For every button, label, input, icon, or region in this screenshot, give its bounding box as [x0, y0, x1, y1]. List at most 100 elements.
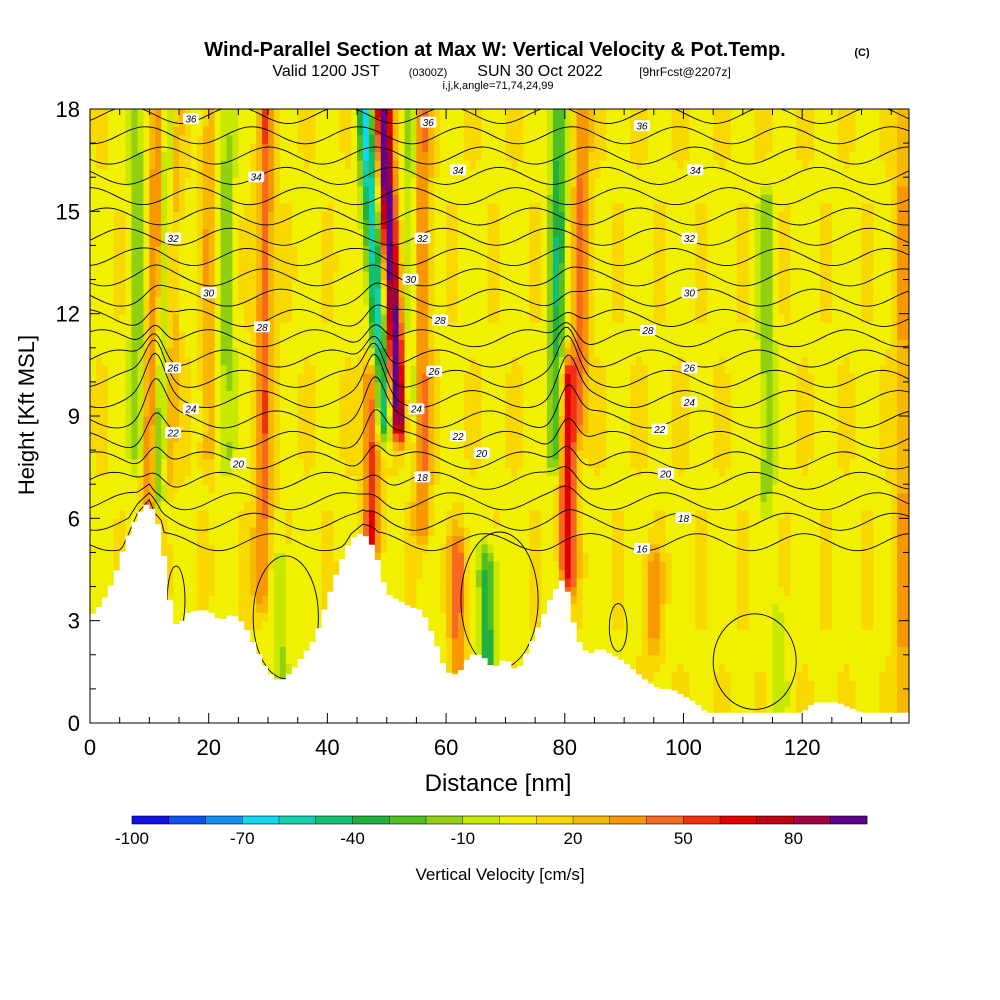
velocity-cell	[327, 552, 334, 562]
velocity-cell	[481, 424, 489, 434]
velocity-cell	[327, 177, 334, 187]
velocity-cell	[297, 424, 305, 434]
velocity-cell	[428, 398, 435, 409]
velocity-cell	[327, 279, 334, 289]
velocity-cell	[469, 629, 477, 639]
velocity-cell	[179, 211, 186, 221]
velocity-cell	[410, 518, 418, 528]
velocity-cell	[291, 296, 299, 306]
velocity-cell	[268, 364, 275, 374]
velocity-cell	[113, 296, 121, 306]
velocity-cell	[321, 398, 328, 409]
velocity-cell	[143, 475, 150, 485]
velocity-cell	[392, 228, 400, 238]
velocity-cell	[196, 347, 204, 357]
velocity-cell	[457, 654, 465, 664]
velocity-cell	[202, 151, 210, 161]
velocity-cell	[493, 253, 501, 264]
velocity-cell	[250, 373, 257, 383]
velocity-cell	[131, 211, 139, 221]
velocity-cell	[220, 134, 228, 144]
velocity-cell	[202, 390, 210, 400]
velocity-cell	[167, 151, 174, 161]
velocity-cell	[226, 134, 234, 144]
velocity-cell	[220, 535, 228, 545]
velocity-cell	[161, 484, 168, 494]
velocity-cell	[392, 416, 400, 426]
velocity-cell	[273, 330, 281, 340]
velocity-cell	[208, 467, 216, 477]
velocity-cell	[273, 450, 281, 460]
velocity-cell	[398, 552, 406, 562]
velocity-cell	[357, 339, 364, 349]
velocity-cell	[167, 501, 174, 511]
velocity-cell	[262, 475, 269, 485]
velocity-cell	[303, 253, 311, 264]
velocity-cell	[428, 586, 435, 596]
velocity-cell	[131, 424, 139, 434]
velocity-cell	[392, 441, 400, 451]
velocity-cell	[446, 450, 453, 460]
velocity-cell	[351, 441, 358, 451]
velocity-cell	[404, 543, 412, 554]
velocity-cell	[416, 364, 423, 374]
velocity-cell	[173, 569, 180, 579]
velocity-cell	[220, 194, 228, 204]
velocity-cell	[398, 160, 406, 170]
velocity-cell	[137, 236, 145, 247]
velocity-cell	[137, 211, 145, 221]
velocity-cell	[321, 219, 328, 229]
velocity-cell	[398, 143, 406, 153]
velocity-cell	[434, 126, 441, 136]
velocity-cell	[416, 271, 423, 281]
velocity-cell	[386, 271, 394, 281]
velocity-cell	[190, 501, 198, 511]
velocity-cell	[273, 305, 281, 315]
velocity-cell	[250, 245, 257, 255]
velocity-cell	[250, 407, 257, 417]
velocity-cell	[285, 560, 293, 571]
velocity-cell	[357, 151, 364, 161]
velocity-cell	[279, 671, 287, 681]
velocity-cell	[327, 134, 334, 144]
velocity-cell	[238, 526, 245, 536]
velocity-cell	[184, 416, 192, 426]
velocity-cell	[173, 322, 180, 332]
velocity-cell	[392, 143, 400, 153]
velocity-cell	[345, 228, 352, 238]
velocity-cell	[297, 569, 305, 579]
velocity-cell	[137, 458, 145, 468]
velocity-cell	[303, 143, 311, 153]
velocity-cell	[398, 475, 406, 485]
velocity-cell	[262, 134, 269, 144]
velocity-cell	[487, 330, 495, 340]
velocity-cell	[256, 433, 263, 443]
velocity-cell	[493, 390, 501, 400]
velocity-cell	[113, 458, 121, 468]
velocity-cell	[416, 194, 423, 204]
velocity-cell	[333, 126, 340, 136]
velocity-cell	[113, 262, 121, 272]
velocity-cell	[161, 501, 168, 511]
velocity-cell	[179, 552, 186, 562]
velocity-cell	[101, 202, 109, 212]
velocity-cell	[179, 603, 186, 613]
velocity-cell	[404, 185, 412, 195]
velocity-cell	[256, 629, 263, 639]
velocity-cell	[244, 126, 251, 136]
velocity-cell	[422, 279, 429, 289]
velocity-cell	[131, 407, 139, 417]
velocity-cell	[374, 467, 382, 477]
velocity-cell	[131, 245, 139, 255]
velocity-cell	[119, 305, 127, 315]
velocity-cell	[309, 168, 317, 178]
velocity-cell	[363, 185, 370, 195]
velocity-cell	[452, 288, 459, 298]
velocity-cell	[291, 501, 299, 511]
velocity-cell	[345, 458, 352, 468]
velocity-cell	[125, 236, 133, 247]
velocity-cell	[256, 620, 263, 630]
velocity-cell	[244, 143, 251, 153]
velocity-cell	[357, 458, 364, 468]
velocity-cell	[179, 262, 186, 272]
